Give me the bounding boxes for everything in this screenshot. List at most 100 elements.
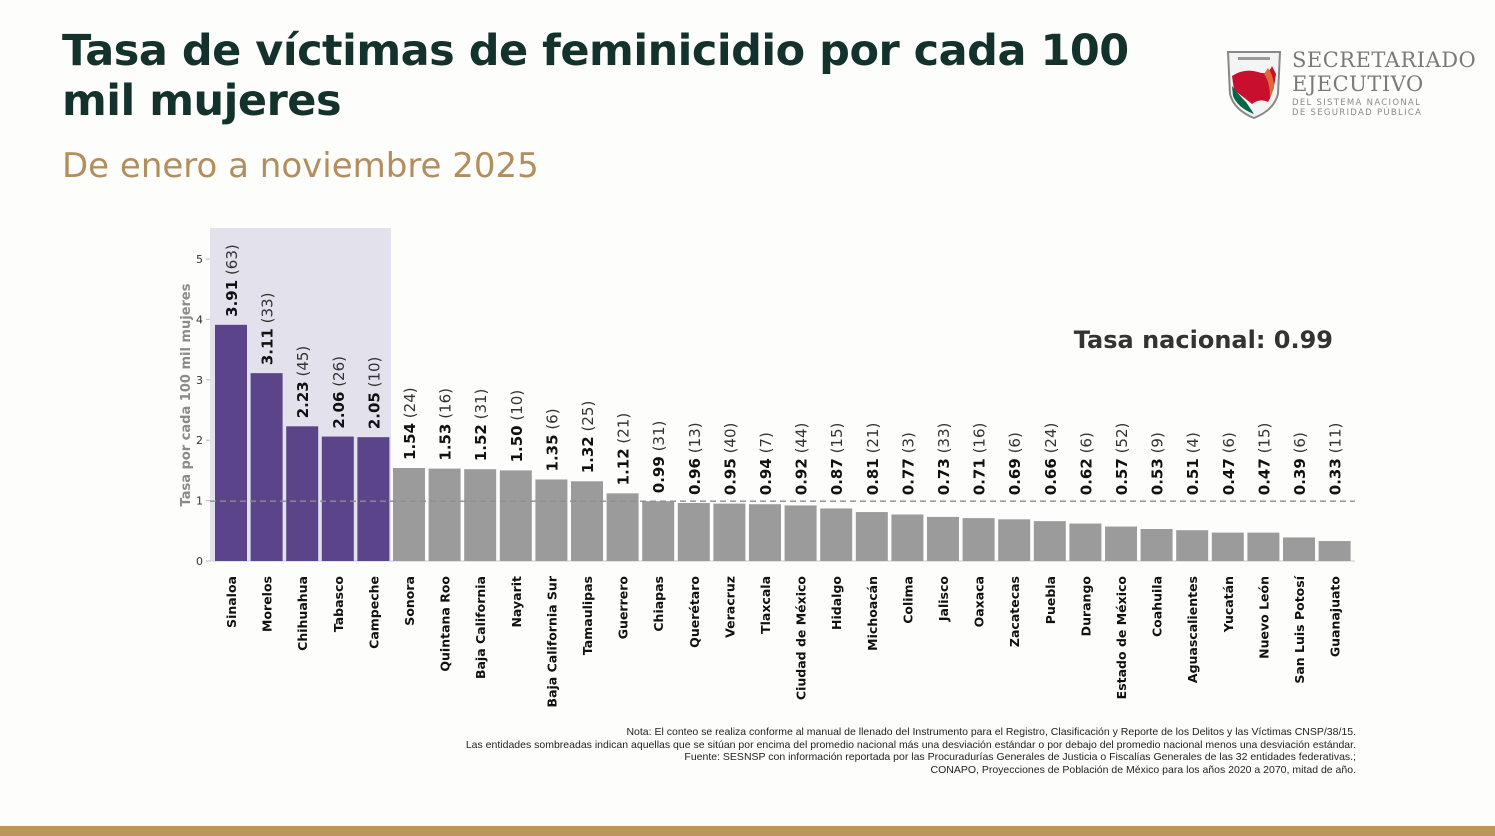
value-label: 0.39 (6) (1291, 432, 1309, 495)
x-tick-label: Coahuila (1150, 576, 1165, 637)
x-tick-label: Quintana Roo (438, 576, 453, 672)
x-tick-label: Baja California (473, 576, 488, 679)
x-tick-label: Campeche (366, 576, 381, 649)
x-tick-label: Nayarit (509, 576, 524, 628)
x-tick-label: Jalisco (936, 576, 951, 623)
x-tick-label: Aguascalientes (1185, 576, 1200, 683)
note-line: Fuente: SESNSP con información reportada… (684, 751, 1356, 763)
value-label: 0.87 (15) (828, 423, 846, 496)
bar (820, 508, 853, 561)
bar (1033, 521, 1066, 561)
bar (1176, 530, 1209, 561)
sesnsp-logo: SECRETARIADO EJECUTIVO DEL SISTEMA NACIO… (1224, 46, 1494, 121)
x-tick-label: Guanajuato (1328, 576, 1343, 658)
bar (535, 479, 568, 561)
bar (1211, 532, 1244, 561)
value-label: 1.54 (24) (401, 387, 419, 460)
note-line: CONAPO, Proyecciones de Población de Méx… (930, 763, 1356, 776)
bar (321, 436, 354, 561)
bar (1069, 523, 1102, 561)
bar (642, 501, 675, 561)
bar (713, 503, 746, 561)
bar (499, 470, 532, 561)
x-tick-label: Nuevo León (1256, 576, 1271, 659)
bar (891, 514, 924, 561)
x-tick-label: Sonora (402, 576, 417, 626)
value-label: 1.35 (6) (543, 408, 561, 471)
value-label: 0.33 (11) (1327, 423, 1345, 496)
bar (855, 512, 888, 561)
value-label: 1.50 (10) (508, 390, 526, 463)
value-label: 1.32 (25) (579, 401, 597, 474)
value-label: 0.57 (52) (1113, 423, 1131, 496)
footer-bar (0, 826, 1495, 836)
x-tick-label: Estado de México (1114, 576, 1129, 700)
x-tick-label: Ciudad de México (794, 576, 809, 700)
x-tick-label: Yucatán (1221, 576, 1236, 633)
x-tick-label: Morelos (260, 576, 275, 632)
y-axis-label: Tasa por cada 100 mil mujeres (179, 283, 194, 506)
value-label: 0.81 (21) (864, 423, 882, 496)
logo-line2: EJECUTIVO (1292, 72, 1424, 96)
value-label: 3.11 (33) (259, 293, 277, 366)
x-tick-label: Baja California Sur (544, 575, 559, 707)
value-label: 2.23 (45) (294, 346, 312, 419)
page-subtitle: De enero a noviembre 2025 (62, 146, 539, 186)
value-label: 0.73 (33) (935, 423, 953, 496)
y-tick-label: 2 (196, 434, 203, 447)
bar (286, 426, 319, 561)
value-label: 0.99 (31) (650, 421, 668, 494)
x-axis-labels: Sinaloa Morelos Chihuahua Tabasco Campeche So… (224, 575, 1343, 707)
bar (428, 468, 461, 561)
y-tick-label: 3 (196, 374, 203, 387)
y-tick-label: 0 (196, 555, 203, 568)
x-tick-label: Michoacán (865, 576, 880, 651)
x-tick-label: Zacatecas (1007, 576, 1022, 647)
bar (357, 437, 390, 561)
note-line: Las entidades sombreadas indican aquella… (465, 738, 1356, 751)
y-tick-label: 5 (196, 253, 203, 266)
y-tick-label: 1 (196, 495, 203, 508)
value-label: 1.52 (31) (472, 389, 490, 462)
value-label: 0.53 (9) (1149, 432, 1167, 495)
bar (464, 469, 497, 561)
value-label: 0.95 (40) (721, 423, 739, 496)
x-tick-label: Tabasco (331, 576, 346, 633)
bar (962, 518, 995, 561)
bar (1140, 528, 1173, 561)
bar (215, 324, 247, 561)
bar (927, 516, 959, 561)
footnotes: Nota: El conteo se realiza conforme al m… (466, 726, 1356, 776)
x-tick-label: San Luis Potosí (1292, 575, 1307, 683)
value-label: 0.69 (6) (1006, 432, 1024, 495)
value-label: 0.77 (3) (899, 432, 917, 495)
logo-line4: DE SEGURIDAD PÚBLICA (1292, 108, 1423, 118)
value-label: 0.92 (44) (793, 423, 811, 496)
x-tick-label: Oaxaca (972, 576, 987, 627)
x-tick-label: Hidalgo (829, 576, 844, 630)
y-tick-label: 4 (196, 313, 203, 326)
value-label: 2.06 (26) (330, 356, 348, 429)
note-line: Nota: El conteo se realiza conforme al m… (626, 726, 1356, 738)
bar (749, 504, 781, 561)
x-tick-label: Guerrero (616, 576, 631, 640)
bar (784, 505, 817, 561)
bar (1247, 532, 1280, 561)
value-label: 0.47 (6) (1220, 432, 1238, 495)
bar (1318, 541, 1351, 561)
value-label: 0.47 (15) (1255, 423, 1273, 496)
value-label: 2.05 (10) (365, 357, 383, 430)
value-label: 0.71 (16) (971, 423, 989, 496)
bar (393, 467, 425, 561)
x-tick-label: Puebla (1043, 576, 1058, 624)
x-tick-label: Tamaulipas (580, 576, 595, 655)
shield-emblem-icon (1226, 51, 1282, 120)
x-tick-label: Veracruz (722, 576, 737, 638)
value-label: 0.94 (7) (757, 432, 775, 495)
value-labels: 3.91 (63) 3.11 (33) 2.23 (45) 2.06 (26) 2.05… (223, 244, 1345, 495)
logo-line3: DEL SISTEMA NACIONAL (1292, 98, 1422, 108)
bar (998, 519, 1031, 561)
page-title: Tasa de víctimas de feminicidio por cada… (62, 26, 1129, 126)
x-tick-label: Chiapas (651, 576, 666, 632)
